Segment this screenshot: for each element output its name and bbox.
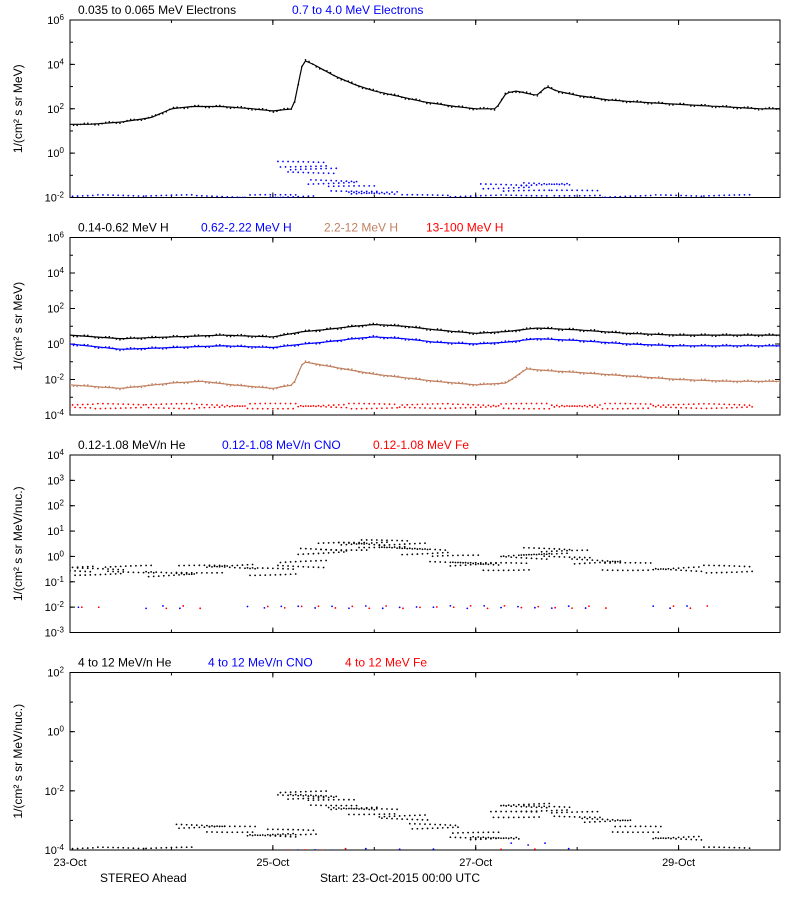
svg-text:10-2: 10-2 (45, 600, 65, 615)
svg-text:102: 102 (47, 498, 64, 513)
svg-text:Start: 23-Oct-2015 00:00 UTC: Start: 23-Oct-2015 00:00 UTC (320, 871, 480, 885)
multi-panel-timeseries: 10-2 100 102 104 106 1/(cm² s sr MeV) 0.035 to… (0, 0, 800, 900)
svg-text:0.14-0.62 MeV H: 0.14-0.62 MeV H (78, 221, 169, 235)
svg-text:1/(cm² s sr MeV): 1/(cm² s sr MeV) (11, 64, 25, 153)
svg-text:10-4: 10-4 (45, 843, 65, 858)
svg-text:0.12-1.08 MeV/n He: 0.12-1.08 MeV/n He (78, 438, 186, 452)
svg-text:23-Oct: 23-Oct (53, 857, 86, 869)
svg-text:0.12-1.08 MeV/n CNO: 0.12-1.08 MeV/n CNO (222, 438, 341, 452)
svg-text:106: 106 (47, 13, 64, 28)
svg-text:100: 100 (47, 146, 64, 161)
chart-container: 10-2 100 102 104 106 1/(cm² s sr MeV) 0.035 to… (0, 0, 800, 900)
svg-text:0.7 to 4.0 MeV Electrons: 0.7 to 4.0 MeV Electrons (292, 3, 423, 17)
svg-text:27-Oct: 27-Oct (459, 857, 492, 869)
svg-text:1/(cm² s sr MeV/nuc.): 1/(cm² s sr MeV/nuc.) (11, 704, 25, 819)
svg-text:10-4: 10-4 (45, 408, 65, 423)
svg-text:104: 104 (47, 448, 64, 463)
svg-text:10-2: 10-2 (45, 190, 65, 205)
svg-text:102: 102 (47, 101, 64, 116)
svg-text:102: 102 (47, 665, 64, 680)
svg-text:10-3: 10-3 (45, 625, 65, 640)
svg-text:100: 100 (47, 724, 64, 739)
svg-text:2.2-12 MeV H: 2.2-12 MeV H (324, 221, 398, 235)
svg-text:10-1: 10-1 (45, 574, 65, 589)
svg-text:0.12-1.08 MeV Fe: 0.12-1.08 MeV Fe (373, 438, 469, 452)
svg-text:102: 102 (47, 301, 64, 316)
svg-text:104: 104 (47, 57, 64, 72)
svg-text:1/(cm² s sr MeV/nuc.): 1/(cm² s sr MeV/nuc.) (11, 486, 25, 601)
svg-text:13-100 MeV H: 13-100 MeV H (426, 221, 503, 235)
svg-text:25-Oct: 25-Oct (256, 857, 289, 869)
svg-text:103: 103 (47, 473, 64, 488)
svg-text:4 to 12 MeV/n CNO: 4 to 12 MeV/n CNO (208, 656, 313, 670)
svg-text:10-2: 10-2 (45, 372, 65, 387)
svg-text:1/(cm² s sr MeV): 1/(cm² s sr MeV) (11, 282, 25, 371)
svg-text:10-2: 10-2 (45, 783, 65, 798)
svg-text:STEREO Ahead: STEREO Ahead (100, 871, 187, 885)
svg-text:4 to 12 MeV Fe: 4 to 12 MeV Fe (345, 656, 427, 670)
svg-text:100: 100 (47, 549, 64, 564)
svg-text:106: 106 (47, 230, 64, 245)
svg-text:4 to 12 MeV/n He: 4 to 12 MeV/n He (78, 656, 172, 670)
svg-text:104: 104 (47, 266, 64, 281)
svg-text:0.035 to 0.065 MeV Electrons: 0.035 to 0.065 MeV Electrons (78, 3, 236, 17)
svg-text:101: 101 (47, 524, 64, 539)
svg-text:0.62-2.22 MeV H: 0.62-2.22 MeV H (201, 221, 292, 235)
svg-text:100: 100 (47, 337, 64, 352)
svg-text:29-Oct: 29-Oct (662, 857, 695, 869)
